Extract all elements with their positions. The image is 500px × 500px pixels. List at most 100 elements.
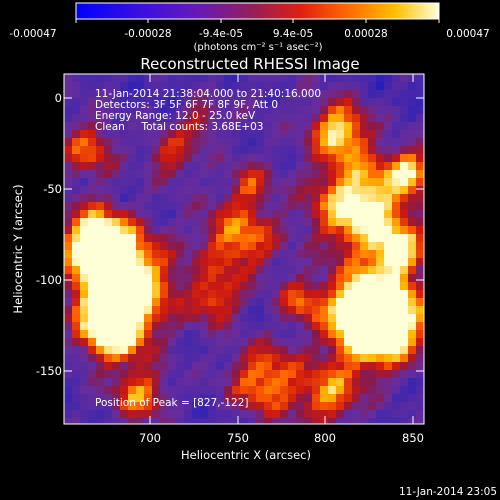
image-pixel (208, 274, 216, 282)
image-pixel (224, 194, 232, 202)
image-pixel (288, 114, 296, 122)
image-pixel (408, 74, 416, 82)
image-pixel (400, 98, 408, 106)
image-pixel (88, 162, 96, 170)
image-pixel (312, 242, 320, 250)
image-pixel (88, 90, 96, 98)
image-pixel (208, 98, 216, 106)
image-pixel (88, 194, 96, 202)
image-pixel (368, 306, 376, 314)
image-pixel (136, 234, 144, 242)
image-pixel (240, 138, 248, 146)
image-pixel (232, 210, 240, 218)
image-pixel (392, 202, 400, 210)
image-pixel (416, 298, 424, 306)
image-pixel (64, 378, 72, 386)
image-pixel (176, 74, 184, 82)
image-pixel (176, 130, 184, 138)
image-pixel (208, 234, 216, 242)
image-pixel (72, 418, 80, 424)
image-pixel (304, 74, 312, 82)
image-pixel (256, 106, 264, 114)
image-pixel (112, 226, 120, 234)
image-pixel (120, 146, 128, 154)
image-pixel (232, 322, 240, 330)
image-pixel (104, 378, 112, 386)
image-pixel (216, 250, 224, 258)
image-pixel (128, 418, 136, 424)
image-pixel (392, 74, 400, 82)
image-pixel (408, 106, 416, 114)
image-pixel (296, 154, 304, 162)
image-pixel (328, 234, 336, 242)
image-pixel (168, 74, 176, 82)
image-pixel (408, 418, 416, 424)
image-pixel (272, 402, 280, 410)
image-pixel (64, 290, 72, 298)
image-pixel (88, 362, 96, 370)
image-pixel (160, 346, 168, 354)
image-pixel (64, 122, 72, 130)
image-pixel (336, 194, 344, 202)
image-pixel (152, 210, 160, 218)
image-pixel (160, 378, 168, 386)
image-pixel (328, 122, 336, 130)
image-pixel (88, 322, 96, 330)
image-pixel (96, 322, 104, 330)
image-pixel (216, 122, 224, 130)
image-pixel (336, 402, 344, 410)
image-pixel (240, 314, 248, 322)
image-pixel (272, 250, 280, 258)
image-pixel (416, 282, 424, 290)
image-pixel (96, 138, 104, 146)
image-pixel (312, 346, 320, 354)
image-pixel (224, 346, 232, 354)
image-pixel (304, 170, 312, 178)
image-pixel (400, 242, 408, 250)
image-pixel (152, 202, 160, 210)
image-pixel (184, 362, 192, 370)
image-pixel (224, 298, 232, 306)
image-pixel (248, 274, 256, 282)
image-pixel (240, 338, 248, 346)
image-pixel (416, 250, 424, 258)
image-pixel (272, 202, 280, 210)
image-pixel (400, 386, 408, 394)
image-pixel (376, 346, 384, 354)
image-pixel (184, 322, 192, 330)
image-pixel (320, 338, 328, 346)
image-pixel (368, 98, 376, 106)
image-pixel (360, 370, 368, 378)
image-pixel (208, 346, 216, 354)
image-pixel (168, 394, 176, 402)
image-pixel (320, 82, 328, 90)
image-pixel (384, 346, 392, 354)
image-pixel (88, 386, 96, 394)
image-pixel (168, 362, 176, 370)
image-pixel (336, 362, 344, 370)
y-axis-ticks (64, 97, 424, 372)
image-pixel (64, 386, 72, 394)
image-pixel (264, 138, 272, 146)
image-pixel (112, 82, 120, 90)
image-pixel (368, 170, 376, 178)
image-pixel (304, 346, 312, 354)
image-pixel (392, 330, 400, 338)
image-pixel (328, 250, 336, 258)
image-pixel (256, 362, 264, 370)
image-pixel (304, 194, 312, 202)
image-pixel (208, 362, 216, 370)
image-pixel (216, 298, 224, 306)
image-pixel (72, 386, 80, 394)
image-pixel (304, 82, 312, 90)
image-pixel (128, 122, 136, 130)
image-pixel (416, 130, 424, 138)
image-pixel (104, 114, 112, 122)
image-pixel (112, 114, 120, 122)
image-pixel (72, 194, 80, 202)
image-pixel (264, 186, 272, 194)
image-pixel (152, 98, 160, 106)
image-pixel (200, 218, 208, 226)
image-pixel (344, 74, 352, 82)
image-pixel (200, 266, 208, 274)
